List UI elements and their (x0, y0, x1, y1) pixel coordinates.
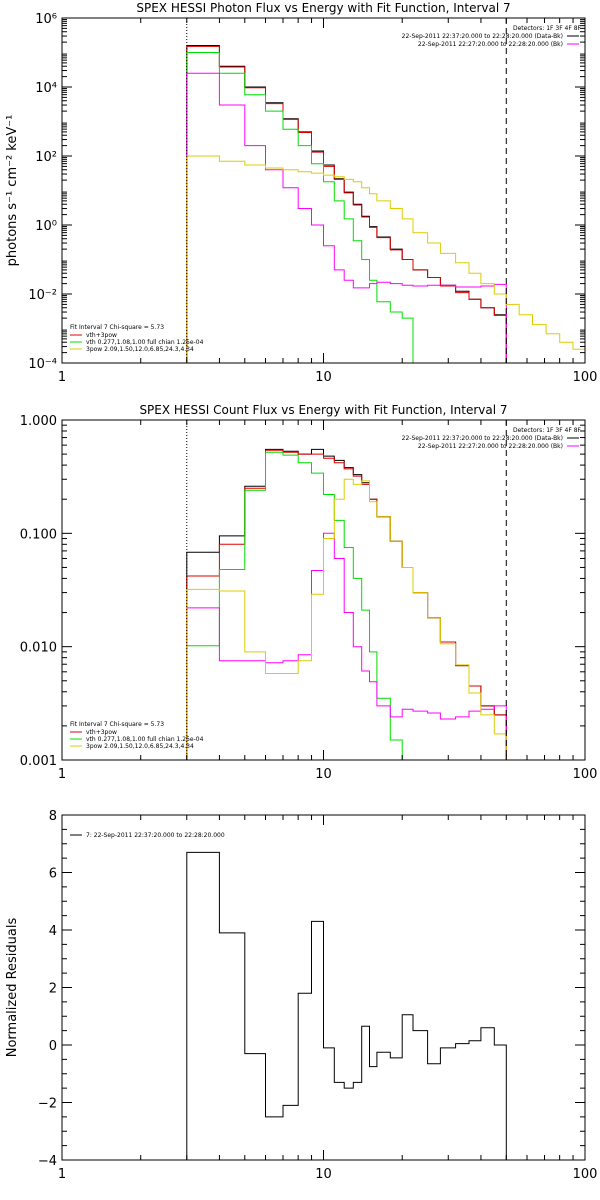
legend-text: 22-Sep-2011 22:27:20.000 to 22:28:20.000… (418, 41, 563, 48)
y-tick-label: 10⁰ (35, 219, 57, 234)
series-line-1 (186, 851, 507, 1160)
x-tick-label: 10 (315, 767, 332, 782)
legend-header: Detectors: 1F 3F 4F 8F (513, 427, 582, 434)
fit-text: 3pow 2.09,1.50,12.0,6.85,24.3,4.34 (86, 743, 194, 750)
x-tick-label: 100 (573, 370, 598, 385)
y-tick-label: 4 (49, 924, 57, 939)
fit-text: vth 0.277,1.08,1.00 full chian 1.25e-04 (86, 339, 204, 346)
fit-text: vth+3pow (86, 332, 117, 339)
x-tick-label: 10 (315, 1167, 332, 1182)
x-tick-label: 1 (58, 1167, 66, 1182)
y-axis-label: photons s⁻¹ cm⁻² keV⁻¹ (5, 115, 20, 267)
fit-text: 3pow 2.09,1.50,12.0,6.85,24.3,4.34 (86, 346, 194, 353)
x-tick-label: 1 (58, 767, 66, 782)
legend-text: 22-Sep-2011 22:27:20.000 to 22:28:20.000… (418, 443, 563, 450)
y-tick-label: 10⁻² (28, 288, 57, 303)
chart-panel-1: SPEX HESSI Photon Flux vs Energy with Fi… (5, 1, 597, 385)
y-tick-label: 1.000 (20, 414, 57, 429)
series-line-3 (186, 52, 428, 363)
legend-text: 7: 22-Sep-2011 22:37:20.000 to 22:28:20.… (86, 832, 225, 839)
y-tick-label: 6 (49, 867, 57, 882)
y-axis-label: Normalized Residuals (5, 918, 20, 1058)
y-tick-label: 0 (49, 1039, 57, 1054)
plot-area (186, 448, 507, 760)
chart-panel-3: 1 10 100 −4 −2 0 2 4 6 8 Normalized Residuals 7: 22… (5, 809, 597, 1182)
series-line-1 (186, 45, 507, 363)
y-tick-label: 0.100 (20, 527, 57, 542)
y-tick-label: 10⁻⁴ (28, 357, 57, 372)
legend-text: 22-Sep-2011 22:37:20.000 to 22:28:20.000… (402, 435, 563, 442)
series-line-2 (186, 45, 507, 363)
chart-panel-2: SPEX HESSI Count Flux vs Energy with Fit… (20, 403, 598, 782)
chart-title: SPEX HESSI Photon Flux vs Energy with Fi… (136, 1, 510, 15)
series-line-3 (186, 451, 413, 760)
y-tick-label: 2 (49, 982, 57, 997)
y-tick-label: 8 (49, 809, 57, 824)
series-line-4 (186, 72, 507, 363)
fit-header: Fit Interval 7 Chi-square = 5.73 (70, 721, 164, 728)
legend-text: 22-Sep-2011 22:37:20.000 to 22:28:20.000… (402, 33, 563, 40)
x-tick-label: 1 (58, 370, 66, 385)
fit-text: vth 0.277,1.08,1.00 full chian 1.25e-04 (86, 736, 204, 743)
fit-text: vth+3pow (86, 729, 117, 736)
x-tick-label: 100 (573, 767, 598, 782)
x-tick-label: 10 (315, 370, 332, 385)
y-tick-label: 0.010 (20, 641, 57, 656)
plot-area (186, 851, 507, 1160)
series-line-2 (186, 449, 507, 760)
y-tick-label: 10⁶ (35, 12, 57, 27)
legend-header: Detectors: 1F 3F 4F 8F (513, 25, 582, 32)
y-tick-label: 0.001 (20, 754, 57, 769)
y-tick-label: 10⁴ (35, 81, 57, 96)
series-line-1 (186, 448, 507, 760)
y-tick-label: −2 (38, 1097, 57, 1112)
x-tick-label: 100 (573, 1167, 598, 1182)
plot-area (186, 45, 585, 363)
fit-header: Fit Interval 7 Chi-square = 5.73 (70, 324, 164, 331)
y-tick-label: −4 (38, 1154, 57, 1169)
series-line-5 (186, 155, 585, 363)
series-line-4 (186, 532, 507, 760)
series-line-5 (186, 478, 507, 760)
chart-title: SPEX HESSI Count Flux vs Energy with Fit… (139, 403, 507, 417)
y-tick-label: 10² (35, 150, 57, 165)
